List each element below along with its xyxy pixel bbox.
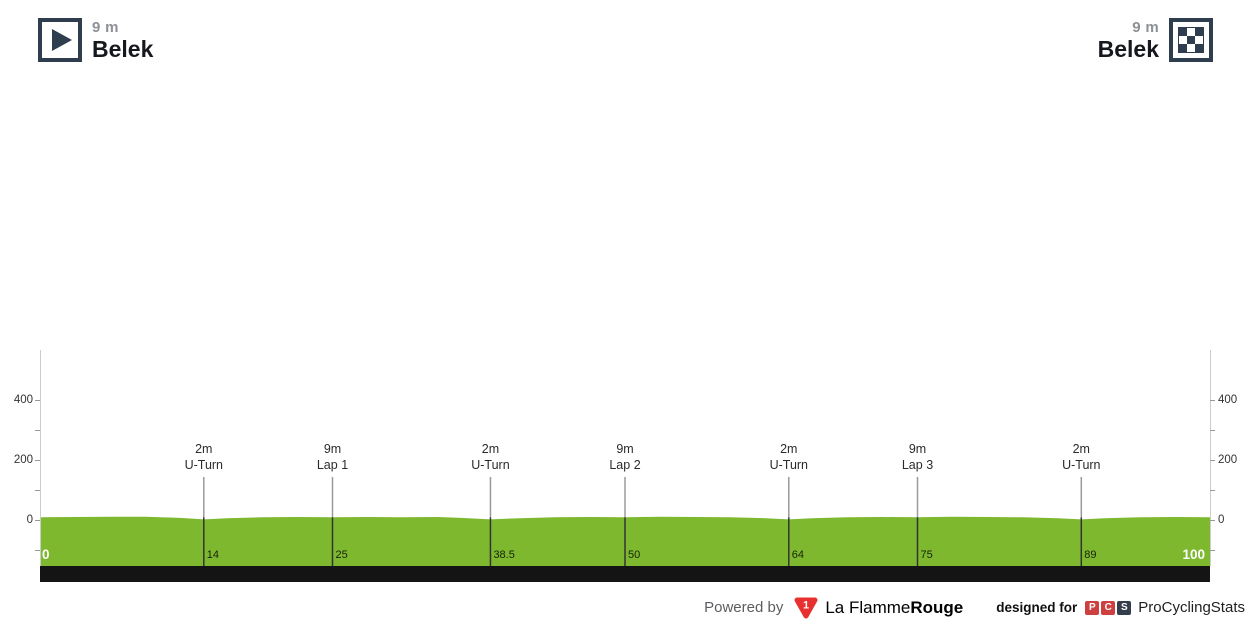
x-axis-end-label: 100 (1182, 547, 1205, 562)
procyclingstats-wordmark: ProCyclingStats (1138, 599, 1245, 616)
marker-label: 9m Lap 2 (609, 441, 640, 473)
y-axis-label-left: 200 (13, 454, 33, 466)
marker-name: U-Turn (769, 458, 809, 472)
pcs-logo-p: P (1085, 600, 1100, 615)
marker-name: U-Turn (471, 458, 510, 472)
y-axis-label-right: 0 (1218, 514, 1225, 526)
y-axis-label-right: 200 (1218, 454, 1238, 466)
marker-km-label: 38.5 (493, 549, 515, 561)
start-name: Belek (92, 36, 154, 62)
marker-elevation: 2m (780, 442, 798, 456)
la-flamme-rouge-wordmark: La FlammeRouge (825, 598, 963, 618)
marker-label: 9m Lap 3 (902, 441, 933, 473)
marker-elevation: 9m (908, 442, 927, 456)
marker-km-label: 25 (335, 549, 348, 561)
lfr-wordmark-bold: Rouge (910, 597, 964, 617)
marker-label: 2m U-Turn (471, 441, 509, 473)
y-axis-label-left: 400 (13, 394, 33, 406)
marker-label: 2m U-Turn (185, 441, 223, 473)
marker-elevation: 9m (616, 442, 634, 456)
marker-elevation: 2m (481, 442, 500, 456)
start-flag-icon (38, 18, 82, 62)
y-axis-label-right: 400 (1218, 394, 1238, 406)
marker-km-label: 64 (791, 549, 805, 561)
marker-km-label: 14 (206, 549, 220, 561)
pcs-logo-s: S (1117, 600, 1132, 615)
designed-for-text: designed for (996, 600, 1078, 615)
marker-label: 2m U-Turn (770, 441, 808, 473)
finish-elevation: 9 m (1132, 19, 1159, 36)
finish-location-header: 9 m Belek (1098, 18, 1213, 63)
marker-elevation: 9m (323, 442, 342, 456)
marker-km-label: 75 (920, 549, 933, 561)
marker-label: 9m Lap 1 (317, 441, 348, 473)
lfr-wordmark-regular: La Flamme (825, 597, 911, 617)
y-axis-label-left: 0 (26, 514, 33, 526)
la-flamme-rouge-logo: 1 (793, 596, 819, 620)
marker-name: Lap 3 (901, 458, 934, 472)
finish-location-text: 9 m Belek (1098, 18, 1159, 63)
marker-name: U-Turn (184, 458, 224, 472)
start-elevation: 9 m (92, 19, 119, 36)
start-location-header: 9 m Belek (38, 18, 153, 63)
marker-elevation: 2m (1072, 442, 1090, 456)
x-axis-start-label: 0 (42, 547, 50, 562)
marker-elevation: 2m (195, 442, 213, 456)
pcs-logo-c: C (1101, 600, 1116, 615)
finish-flag-icon (1169, 18, 1213, 62)
marker-km-label: 89 (1084, 549, 1097, 561)
marker-name: Lap 1 (316, 458, 349, 472)
powered-by-text: Powered by (704, 599, 784, 616)
footer-credits: Powered by 1 La FlammeRouge designed for… (704, 592, 1245, 623)
marker-name: Lap 2 (609, 458, 641, 472)
finish-name: Belek (1097, 36, 1159, 62)
marker-name: U-Turn (1062, 458, 1101, 472)
marker-label: 2m U-Turn (1062, 441, 1100, 473)
start-location-text: 9 m Belek (92, 18, 153, 63)
svg-text:1: 1 (803, 599, 809, 611)
marker-km-label: 50 (628, 549, 641, 561)
